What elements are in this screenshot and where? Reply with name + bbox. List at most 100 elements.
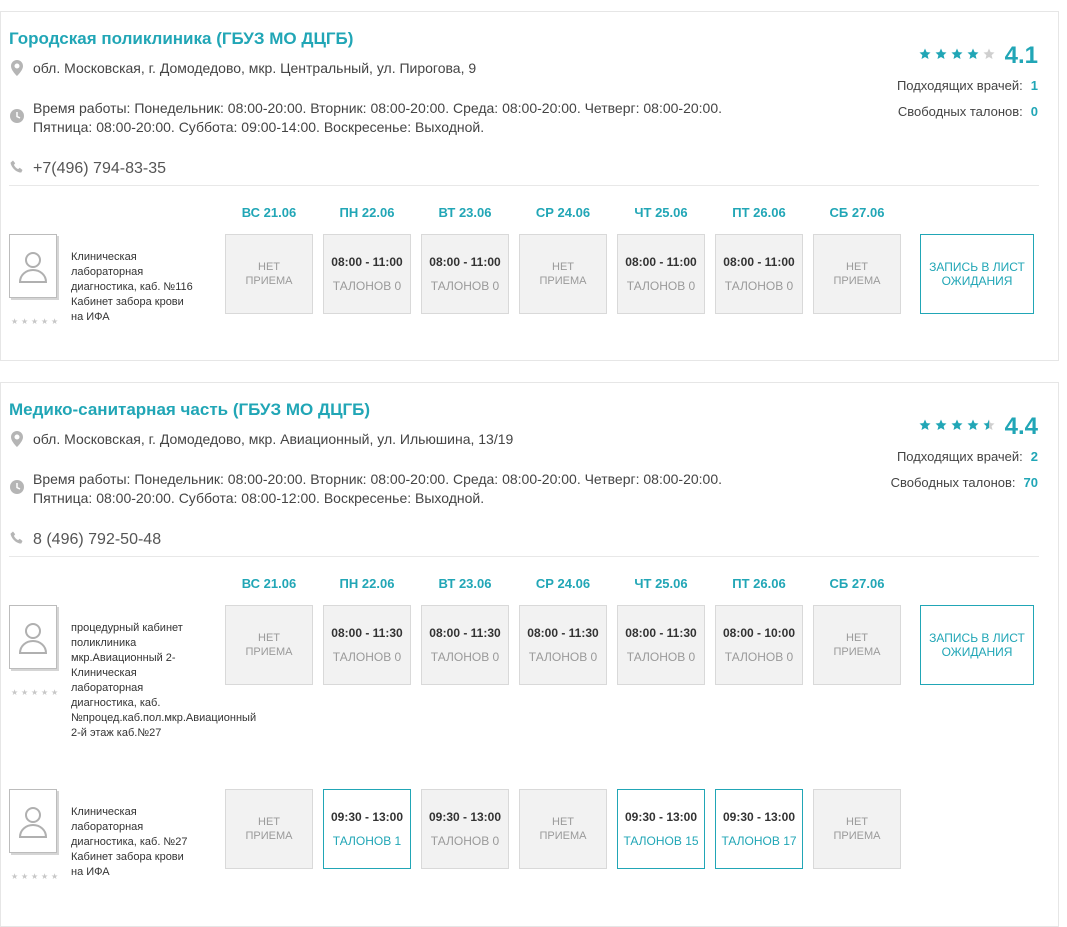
clinic-card-2: Медико-санитарная часть (ГБУЗ МО ДЦГБ) 4… — [0, 382, 1059, 927]
day-header: ВТ 23.06 — [438, 205, 492, 220]
slot-time: 08:00 - 11:30 — [429, 626, 501, 640]
slot-tickets: ТАЛОНОВ 0 — [626, 279, 696, 293]
slot-full[interactable]: 08:00 - 11:30 ТАЛОНОВ 0 — [421, 605, 509, 685]
hours-line-1: Время работы: Понедельник: 08:00-20:00. … — [33, 471, 723, 487]
slot-status: НЕТ ПРИЕМА — [833, 261, 881, 287]
slot-full[interactable]: 08:00 - 11:30 ТАЛОНОВ 0 — [617, 605, 705, 685]
slot-tickets: ТАЛОНОВ 0 — [724, 279, 794, 293]
day-header: ЧТ 25.06 — [634, 576, 688, 591]
slot-tickets: ТАЛОНОВ 0 — [430, 650, 500, 664]
waitlist-label: ЗАПИСЬ В ЛИСТ ОЖИДАНИЯ — [929, 260, 1025, 288]
slot-time: 09:30 - 13:00 — [428, 810, 502, 824]
slot-available[interactable]: 09:30 - 13:00 ТАЛОНОВ 1 — [323, 789, 411, 869]
clinic-address: обл. Московская, г. Домодедово, мкр. Цен… — [9, 60, 476, 76]
slot-no-appointment[interactable]: НЕТ ПРИЕМА — [813, 605, 901, 685]
doctors-count-line: Подходящих врачей: 2 — [897, 449, 1038, 464]
slot-status: НЕТ ПРИЕМА — [245, 261, 293, 287]
slot-full[interactable]: 08:00 - 11:30 ТАЛОНОВ 0 — [323, 605, 411, 685]
slot-tickets: ТАЛОНОВ 0 — [724, 650, 794, 664]
star-icon: ★ — [11, 872, 19, 881]
tickets-count-line: Свободных талонов: 70 — [891, 475, 1038, 490]
slot-full[interactable]: 08:00 - 11:00 ТАЛОНОВ 0 — [323, 234, 411, 314]
clock-icon — [9, 109, 25, 123]
doctor-rating-stars: ★ ★ ★ ★ ★ — [11, 317, 59, 326]
clinic-phone: +7(496) 794-83-35 — [9, 160, 166, 178]
day-header: ПН 22.06 — [339, 576, 395, 591]
doctor-description-line: Клиническая — [71, 251, 137, 263]
doctor-description-line: мкр.Авиационный 2- — [71, 652, 176, 664]
slot-full[interactable]: 08:00 - 10:00 ТАЛОНОВ 0 — [715, 605, 803, 685]
doctor-description-line: на ИФА — [71, 866, 110, 878]
day-header: СР 24.06 — [535, 205, 591, 220]
tickets-count-label: Свободных талонов: — [897, 104, 1023, 119]
slot-time: 08:00 - 11:00 — [723, 255, 795, 269]
slot-status: НЕТ ПРИЕМА — [245, 816, 293, 842]
slot-no-appointment[interactable]: НЕТ ПРИЕМА — [225, 605, 313, 685]
waitlist-button[interactable]: ЗАПИСЬ В ЛИСТ ОЖИДАНИЯ — [920, 234, 1034, 314]
star-icon: ★ — [51, 688, 59, 697]
divider — [9, 185, 1039, 186]
star-icon — [951, 47, 963, 65]
clinic-phone: 8 (496) 792-50-48 — [9, 531, 161, 549]
slot-time: 08:00 - 11:00 — [625, 255, 697, 269]
doctor-description-line: диагностика, каб. — [71, 697, 161, 709]
star-icon: ★ — [31, 317, 39, 326]
star-icon: ★ — [31, 872, 39, 881]
slot-available[interactable]: 09:30 - 13:00 ТАЛОНОВ 15 — [617, 789, 705, 869]
star-icon — [919, 418, 931, 436]
doctor-description-line: Клиническая — [71, 667, 137, 679]
doctor-description[interactable]: Клиническая лабораторная диагностика, каб.… — [71, 805, 187, 880]
slot-time: 08:00 - 11:00 — [429, 255, 501, 269]
clinic-name[interactable]: Медико-санитарная часть (ГБУЗ МО ДЦГБ) — [9, 400, 371, 419]
day-header: ЧТ 25.06 — [634, 205, 688, 220]
slot-no-appointment[interactable]: НЕТ ПРИЕМА — [225, 234, 313, 314]
phone-text[interactable]: +7(496) 794-83-35 — [33, 160, 166, 177]
clinic-rating: 4.1 — [919, 42, 1038, 70]
rating-value: 4.1 — [1004, 42, 1038, 69]
day-header: ВТ 23.06 — [438, 576, 492, 591]
doctors-count-label: Подходящих врачей: — [896, 78, 1023, 93]
star-icon: ★ — [51, 317, 59, 326]
star-icon: ★ — [51, 872, 59, 881]
doctor-description-line: на ИФА — [71, 311, 110, 323]
address-text: обл. Московская, г. Домодедово, мкр. Цен… — [33, 60, 477, 76]
slot-time: 09:30 - 13:00 — [624, 810, 698, 824]
waitlist-button[interactable]: ЗАПИСЬ В ЛИСТ ОЖИДАНИЯ — [920, 605, 1034, 685]
slot-time: 08:00 - 10:00 — [722, 626, 796, 640]
phone-icon — [9, 531, 25, 545]
slot-no-appointment[interactable]: НЕТ ПРИЕМА — [813, 234, 901, 314]
slot-full[interactable]: 08:00 - 11:00 ТАЛОНОВ 0 — [715, 234, 803, 314]
slot-tickets: ТАЛОНОВ 0 — [332, 279, 402, 293]
tickets-count-value: 70 — [1023, 475, 1038, 490]
waitlist-label: ЗАПИСЬ В ЛИСТ ОЖИДАНИЯ — [929, 631, 1025, 659]
doctor-description[interactable]: процедурный кабинет поликлиника мкр.Авиаци… — [71, 621, 256, 741]
slot-status: НЕТ ПРИЕМА — [833, 632, 881, 658]
slot-no-appointment[interactable]: НЕТ ПРИЕМА — [225, 789, 313, 869]
slot-available[interactable]: 09:30 - 13:00 ТАЛОНОВ 17 — [715, 789, 803, 869]
clinic-card-1: Городская поликлиника (ГБУЗ МО ДЦГБ) 4.1… — [0, 11, 1059, 361]
star-icon: ★ — [31, 688, 39, 697]
clinic-name[interactable]: Городская поликлиника (ГБУЗ МО ДЦГБ) — [9, 29, 354, 48]
doctor-avatar-icon[interactable] — [9, 789, 57, 853]
hours-line-2: Пятница: 08:00-20:00. Суббота: 09:00-14:… — [33, 119, 485, 135]
slot-status: НЕТ ПРИЕМА — [539, 816, 587, 842]
slot-tickets: ТАЛОНОВ 0 — [430, 279, 500, 293]
slot-no-appointment[interactable]: НЕТ ПРИЕМА — [813, 789, 901, 869]
slot-full[interactable]: 09:30 - 13:00 ТАЛОНОВ 0 — [421, 789, 509, 869]
star-icon: ★ — [41, 872, 49, 881]
star-icon — [967, 418, 979, 436]
phone-text[interactable]: 8 (496) 792-50-48 — [33, 531, 162, 548]
slot-no-appointment[interactable]: НЕТ ПРИЕМА — [519, 789, 607, 869]
doctors-count-label: Подходящих врачей: — [896, 449, 1023, 464]
slot-full[interactable]: 08:00 - 11:00 ТАЛОНОВ 0 — [617, 234, 705, 314]
doctors-count-value: 2 — [1030, 449, 1038, 464]
day-header: СР 24.06 — [535, 576, 591, 591]
slot-full[interactable]: 08:00 - 11:00 ТАЛОНОВ 0 — [421, 234, 509, 314]
slot-full[interactable]: 08:00 - 11:30 ТАЛОНОВ 0 — [519, 605, 607, 685]
slot-no-appointment[interactable]: НЕТ ПРИЕМА — [519, 234, 607, 314]
doctor-description[interactable]: Клиническая лабораторная диагностика, каб.… — [71, 250, 193, 325]
rating-value: 4.4 — [1004, 413, 1038, 440]
doctor-avatar-icon[interactable] — [9, 234, 57, 298]
doctor-avatar-icon[interactable] — [9, 605, 57, 669]
doctor-description-line: поликлиника — [71, 637, 137, 649]
